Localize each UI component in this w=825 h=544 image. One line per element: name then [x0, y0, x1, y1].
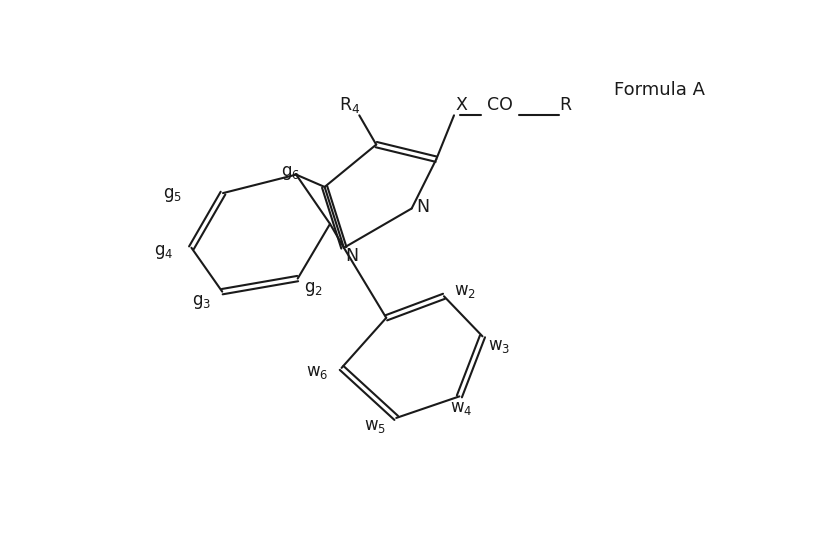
Text: Formula A: Formula A [614, 81, 705, 99]
Text: N: N [345, 247, 358, 265]
Text: w$_3$: w$_3$ [488, 337, 510, 355]
Text: g$_5$: g$_5$ [163, 186, 182, 203]
Text: X: X [455, 96, 467, 114]
Text: g$_4$: g$_4$ [153, 243, 173, 261]
Text: R$_4$: R$_4$ [339, 95, 361, 115]
Text: g$_2$: g$_2$ [304, 280, 323, 298]
Text: N: N [416, 198, 429, 216]
Text: g$_3$: g$_3$ [192, 293, 211, 311]
Text: w$_5$: w$_5$ [364, 417, 386, 435]
Text: g$_6$: g$_6$ [280, 164, 300, 182]
Text: R: R [559, 96, 572, 114]
Text: w$_4$: w$_4$ [450, 399, 472, 417]
Text: w$_2$: w$_2$ [454, 282, 476, 300]
Text: CO: CO [488, 96, 513, 114]
Text: w$_6$: w$_6$ [306, 363, 328, 381]
